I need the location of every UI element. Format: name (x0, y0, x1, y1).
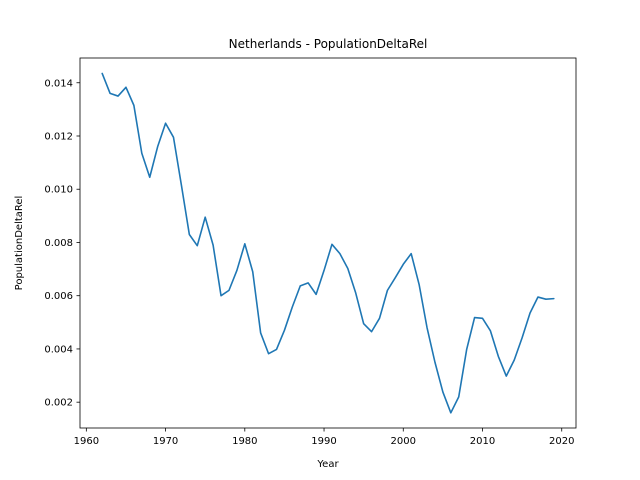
x-axis-ticks: 1960 1970 1980 1990 2000 2010 2020 (74, 428, 574, 447)
y-tick-label: 0.008 (44, 238, 73, 249)
chart-title: Netherlands - PopulationDeltaRel (229, 37, 428, 51)
x-tick-label: 1960 (74, 436, 99, 447)
plot-area (101, 72, 555, 414)
y-axis-ticks: 0.002 0.004 0.006 0.008 0.010 0.012 0.014 (44, 78, 80, 409)
y-tick-label: 0.010 (44, 185, 73, 196)
x-tick-label: 1980 (232, 436, 257, 447)
plot-frame (79, 57, 577, 429)
y-tick-label: 0.002 (44, 398, 73, 409)
x-tick-label: 2020 (549, 436, 574, 447)
x-tick-label: 1970 (153, 436, 178, 447)
x-axis-label: Year (316, 459, 339, 470)
x-tick-label: 2010 (470, 436, 495, 447)
y-tick-label: 0.014 (44, 78, 73, 89)
y-axis-label: PopulationDeltaRel (14, 196, 25, 291)
y-tick-label: 0.006 (44, 291, 73, 302)
series-line (101, 72, 555, 414)
y-tick-label: 0.004 (44, 344, 73, 355)
y-tick-label: 0.012 (44, 131, 73, 142)
x-tick-label: 1990 (311, 436, 336, 447)
x-tick-label: 2000 (391, 436, 416, 447)
